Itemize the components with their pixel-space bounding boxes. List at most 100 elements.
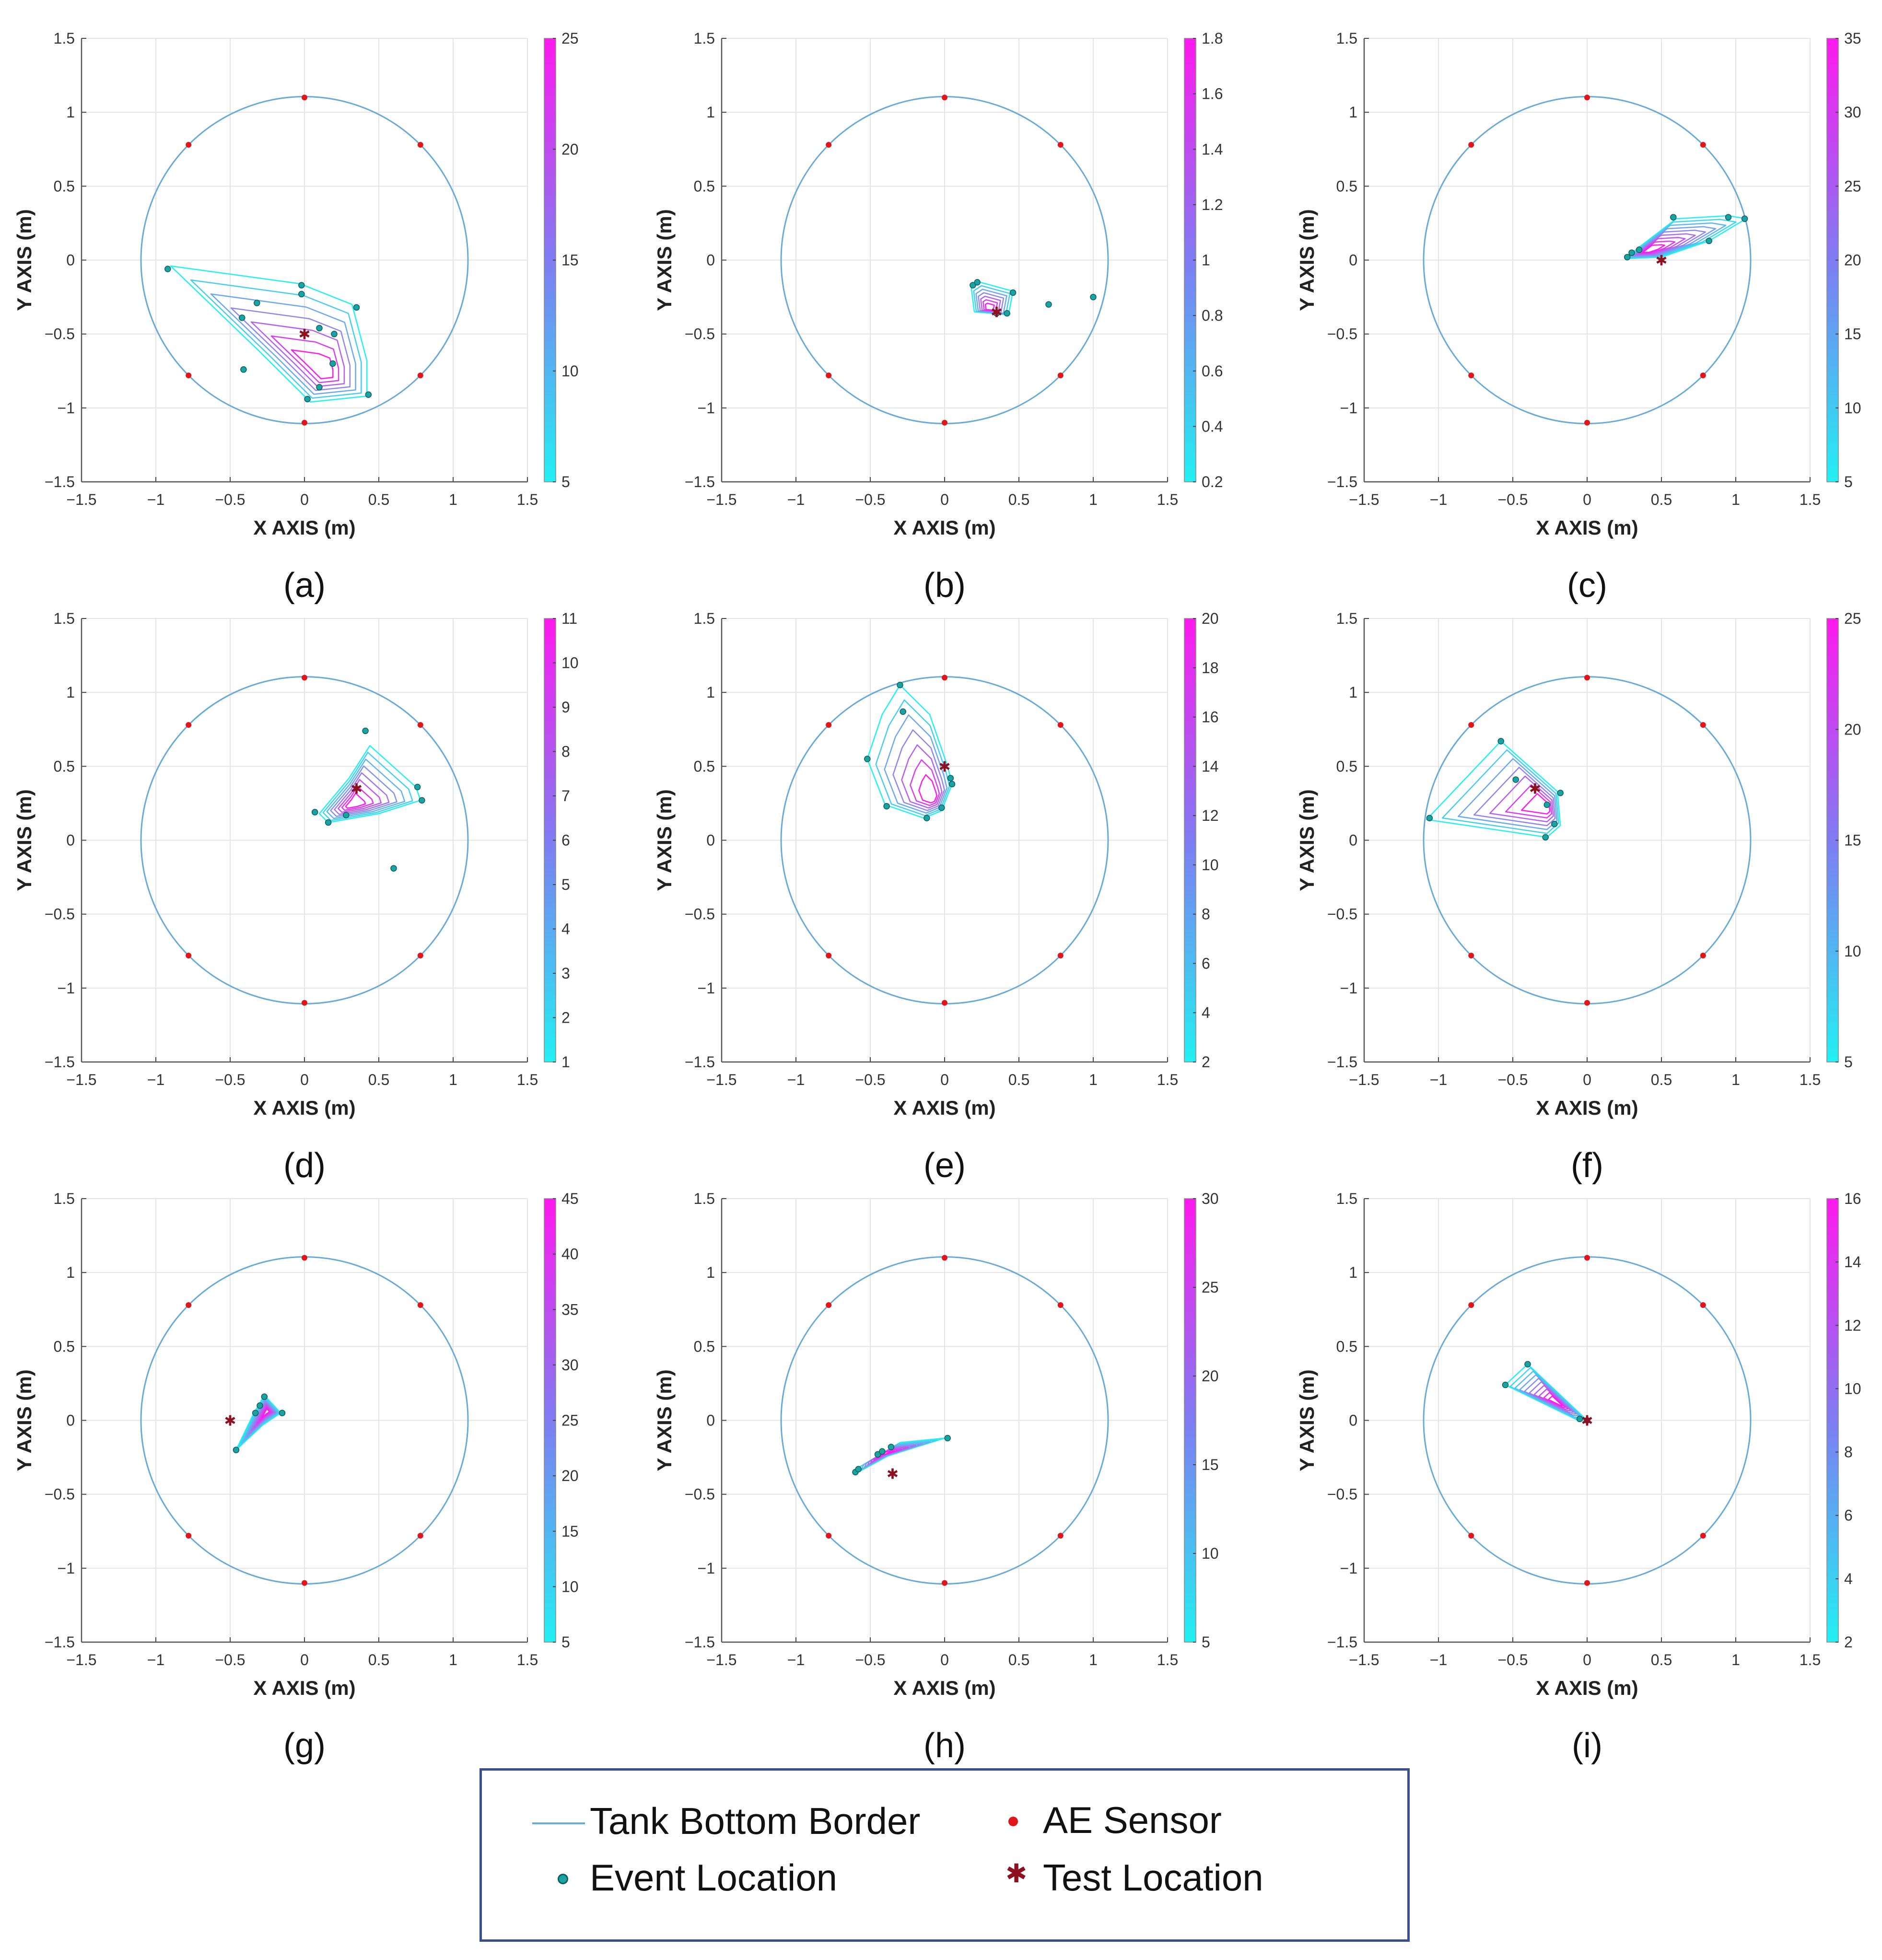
colorbar-tick-label: 6 xyxy=(1844,1507,1853,1524)
x-tick-label: −1.5 xyxy=(1349,1071,1379,1088)
colorbar-tick-label: 40 xyxy=(561,1246,579,1263)
x-tick-label: 0.5 xyxy=(368,491,389,508)
colorbar-tick-label: 30 xyxy=(1202,1190,1219,1207)
ae-sensor-point xyxy=(1468,373,1474,378)
event-point xyxy=(1004,310,1010,317)
colorbar-tick-label: 25 xyxy=(561,30,579,47)
ae-sensor-point xyxy=(186,722,192,728)
legend-sensor-label: AE Sensor xyxy=(1043,1799,1222,1841)
ae-sensor-point xyxy=(942,675,947,681)
y-tick-label: 1 xyxy=(706,1264,715,1281)
contour-line xyxy=(901,744,943,809)
event-point xyxy=(1543,801,1551,808)
y-tick-label: −1 xyxy=(58,1560,75,1577)
y-axis-label: Y AXIS (m) xyxy=(653,789,676,891)
event-point xyxy=(1725,214,1732,221)
y-tick-label: 0.5 xyxy=(1336,177,1357,195)
test-location-marker: ✱ xyxy=(991,304,1003,321)
contour-line xyxy=(250,321,345,387)
event-point xyxy=(164,266,171,272)
y-tick-label: −1 xyxy=(698,399,715,417)
event-point xyxy=(970,282,976,289)
ae-sensor-point xyxy=(302,94,307,101)
ae-sensor-point xyxy=(826,142,832,148)
contour-line xyxy=(322,752,413,821)
y-tick-label: 1 xyxy=(1349,684,1357,701)
ae-sensor-point xyxy=(1700,1302,1706,1308)
ae-sensor-point xyxy=(942,420,947,426)
colorbar xyxy=(1826,1198,1839,1643)
colorbar-tick-label: 20 xyxy=(1202,610,1219,627)
y-tick-label: 0.5 xyxy=(54,177,75,195)
event-point xyxy=(316,384,323,391)
contour-line xyxy=(1441,749,1559,834)
y-tick-label: −1.5 xyxy=(685,1053,715,1071)
ae-sensor-point xyxy=(1584,675,1590,681)
y-tick-label: 1 xyxy=(706,104,715,121)
contour-line xyxy=(1524,1377,1577,1415)
colorbar-tick-label: 3 xyxy=(561,965,570,982)
y-tick-label: 1.5 xyxy=(694,610,715,627)
ae-sensor-point xyxy=(1057,142,1064,148)
y-axis-label: Y AXIS (m) xyxy=(13,209,35,311)
y-tick-label: 0.5 xyxy=(1336,758,1357,775)
colorbar-tick-label: 25 xyxy=(1844,610,1861,627)
contour-line xyxy=(1426,740,1561,838)
ae-sensor-point xyxy=(1057,722,1064,728)
contour-line xyxy=(330,765,397,817)
colorbar-tick-label: 5 xyxy=(561,473,570,490)
legend-test-label: Test Location xyxy=(1043,1856,1263,1899)
x-tick-label: 1.5 xyxy=(517,1071,538,1088)
colorbar-tick-label: 1.6 xyxy=(1202,85,1223,103)
legend: Tank Bottom Border AE Sensor Event Locat… xyxy=(479,1768,1410,1942)
ae-sensor-point xyxy=(1468,1533,1474,1539)
event-point xyxy=(948,781,956,788)
colorbar-tick-label: 11 xyxy=(561,610,577,627)
x-tick-label: 0 xyxy=(300,1651,309,1668)
y-tick-label: 1.5 xyxy=(694,1190,715,1207)
colorbar-tick-label: 15 xyxy=(1844,832,1861,849)
x-tick-label: 1 xyxy=(1089,491,1098,508)
contour-line xyxy=(1627,219,1737,259)
event-point xyxy=(1551,820,1558,828)
panel-b: −1.5−1.5 −1 −1 −0.5 −0.5 0 0 0.5 0.5 1 1 1.5 1.5 X AX… xyxy=(653,30,1223,605)
panel-label: (a) xyxy=(283,566,326,605)
event-point xyxy=(240,366,247,373)
y-tick-label: −1.5 xyxy=(45,1633,75,1651)
x-tick-label: −0.5 xyxy=(855,1651,885,1668)
panel-label: (h) xyxy=(923,1727,966,1765)
x-tick-label: 1.5 xyxy=(1800,1651,1821,1668)
colorbar-tick-label: 15 xyxy=(561,252,579,269)
ae-sensor-point xyxy=(417,1533,423,1539)
y-tick-label: −1 xyxy=(698,980,715,997)
x-tick-label: −0.5 xyxy=(855,491,885,508)
y-tick-label: −0.5 xyxy=(1327,1486,1357,1503)
x-axis-label: X AXIS (m) xyxy=(1536,1677,1638,1699)
contour-line xyxy=(291,349,334,380)
event-point xyxy=(947,775,954,782)
ae-sensor-point xyxy=(1700,142,1706,148)
event-point xyxy=(325,819,332,826)
legend-event-dot-icon xyxy=(558,1874,568,1884)
y-axis-label: Y AXIS (m) xyxy=(13,1369,35,1471)
contour-line xyxy=(884,714,948,814)
colorbar-tick-label: 10 xyxy=(1202,856,1219,874)
test-location-marker: ✱ xyxy=(1655,253,1667,269)
contour-line xyxy=(892,729,945,811)
colorbar-tick-label: 10 xyxy=(561,362,579,380)
ae-sensor-point xyxy=(417,953,423,958)
x-tick-label: −1.5 xyxy=(1349,491,1379,508)
contour-line xyxy=(1473,767,1556,827)
x-tick-label: 0 xyxy=(1583,1651,1591,1668)
y-tick-label: −0.5 xyxy=(45,1486,75,1503)
colorbar-tick-label: 5 xyxy=(1844,1053,1853,1071)
x-tick-label: 1 xyxy=(1089,1071,1098,1088)
x-tick-label: −1 xyxy=(787,1651,805,1668)
colorbar-tick-label: 12 xyxy=(1844,1317,1861,1334)
y-tick-label: 1.5 xyxy=(1336,1190,1357,1207)
x-tick-label: 1 xyxy=(449,491,457,508)
colorbar xyxy=(1184,1198,1196,1643)
x-tick-label: 1 xyxy=(449,1071,457,1088)
panel-label: (c) xyxy=(1567,566,1607,605)
x-tick-label: −1 xyxy=(147,1651,164,1668)
